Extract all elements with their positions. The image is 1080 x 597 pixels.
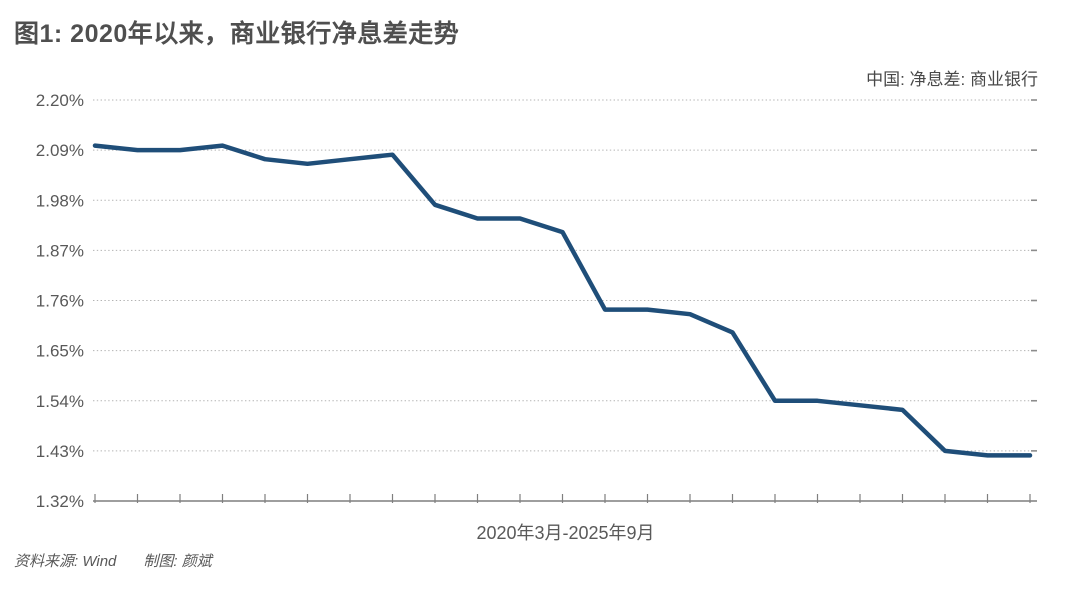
y-axis-tick-label: 2.20%	[36, 91, 84, 110]
y-axis-tick-label: 1.54%	[36, 392, 84, 411]
x-axis-label: 2020年3月-2025年9月	[476, 523, 655, 543]
source-note: 资料来源: Wind	[14, 553, 117, 570]
series-line	[92, 143, 1033, 458]
y-axis-tick-label: 1.98%	[36, 191, 84, 210]
y-axis-tick-label: 1.65%	[36, 342, 84, 361]
y-axis-tick-label: 1.87%	[36, 241, 84, 260]
figure-title: 图1: 2020年以来，商业银行净息差走势	[14, 20, 460, 48]
y-axis-tick-label: 1.43%	[36, 442, 84, 461]
y-axis-tick-label: 1.32%	[36, 492, 84, 511]
credit-note: 制图: 颜斌	[143, 553, 212, 570]
legend-label: 中国: 净息差: 商业银行	[866, 70, 1038, 89]
y-axis-tick-label: 1.76%	[36, 292, 84, 311]
footer: 资料来源: Wind 制图: 颜斌	[14, 550, 212, 571]
y-axis-tick-label: 2.09%	[36, 141, 84, 160]
